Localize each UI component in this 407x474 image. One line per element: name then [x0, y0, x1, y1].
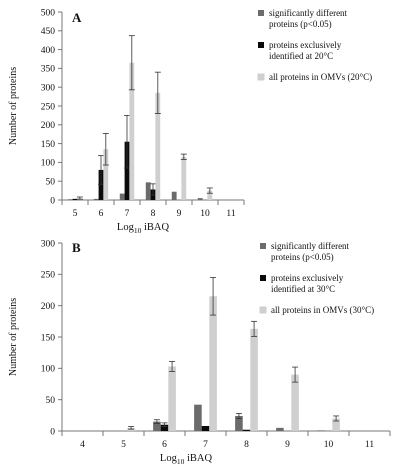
- chart-panel-b: 0 50 100 150 200 250 300 4 5 6 7 8 9 10 11 B Number of p…: [8, 239, 391, 466]
- y-tick-label: 250: [41, 102, 56, 112]
- y-tick-label: 50: [46, 178, 56, 188]
- bar-1: [93, 198, 99, 200]
- legend-label: all proteins in OMVs (30°C): [271, 305, 374, 315]
- x-tick-label: 4: [80, 440, 85, 450]
- legend-label: proteins (p<0.05): [271, 252, 334, 262]
- bar-2: [98, 169, 104, 200]
- y-tick-label: 500: [41, 8, 56, 18]
- legend-swatch: [257, 73, 265, 81]
- x-tick-label: 11: [365, 440, 374, 450]
- bar-3: [129, 62, 135, 201]
- bar-1: [197, 198, 203, 200]
- x-tick-label: 10: [200, 209, 210, 219]
- bar-1: [153, 421, 161, 431]
- x-tick-label: 8: [151, 209, 156, 219]
- bar-2: [72, 198, 78, 200]
- chart-panel-a: 0 50 100 150 200 250 300 350 400 450 500 5 6 7 8 9 10 11 A…: [8, 8, 372, 235]
- bar-1: [171, 191, 177, 200]
- bar-1: [317, 430, 325, 431]
- x-tick-label: 7: [203, 440, 208, 450]
- bar-3: [181, 156, 187, 200]
- bar-1: [276, 427, 284, 431]
- x-tick-label: 10: [324, 440, 334, 450]
- bar-3: [207, 190, 213, 200]
- bar-2: [160, 424, 169, 431]
- y-tick-label: 200: [41, 121, 56, 131]
- y-tick-label: 0: [50, 196, 55, 206]
- y-tick-label: 200: [41, 302, 56, 312]
- x-tick-label: 6: [99, 209, 104, 219]
- y-tick-label: 0: [50, 427, 55, 437]
- legend-swatch: [260, 243, 266, 249]
- x-tick-label: 9: [285, 440, 290, 450]
- y-tick-label: 100: [41, 159, 56, 169]
- bar-2: [242, 429, 251, 431]
- bar-3: [168, 366, 176, 431]
- legend-label: proteins exclusively: [269, 40, 342, 50]
- legend-label: all proteins in OMVs (20°C): [269, 72, 372, 82]
- x-tick-label: 6: [162, 440, 167, 450]
- y-tick-label: 250: [41, 271, 56, 281]
- bar-1: [119, 193, 125, 200]
- bar-3: [291, 374, 299, 431]
- panel-label: B: [72, 240, 81, 255]
- bar-2: [201, 425, 210, 431]
- bar-3: [332, 418, 340, 431]
- x-tick-label: 9: [177, 209, 182, 219]
- y-axis-title: Number of proteins: [8, 67, 19, 145]
- bar-2: [124, 141, 130, 200]
- x-tick-label: 5: [121, 440, 126, 450]
- y-tick-label: 350: [41, 65, 56, 75]
- legend-label: proteins exclusively: [271, 273, 344, 283]
- bar-3: [250, 328, 258, 431]
- y-tick-label: 150: [41, 140, 56, 150]
- legend-label: significantly different: [271, 241, 350, 251]
- legend-label: significantly different: [269, 8, 348, 18]
- x-axis-title: Log10 iBAQ: [160, 453, 213, 466]
- y-tick-label: 450: [41, 27, 56, 37]
- legend-label: identified at 20°C: [269, 51, 333, 61]
- y-tick-label: 400: [41, 46, 56, 56]
- y-tick-label: 100: [41, 365, 56, 375]
- bar-3: [103, 149, 109, 200]
- legend-label: identified at 30°C: [271, 284, 335, 294]
- legend-swatch: [258, 10, 264, 16]
- bar-1: [145, 182, 151, 200]
- x-axis-title: Log10 iBAQ: [117, 222, 170, 235]
- bar-3: [209, 296, 217, 431]
- bar-1: [194, 404, 202, 431]
- legend-swatch: [260, 275, 266, 281]
- legend-swatch: [259, 306, 267, 314]
- bar-1: [67, 199, 73, 200]
- y-tick-label: 300: [41, 84, 56, 94]
- panel-label: A: [72, 10, 82, 25]
- legend-label: proteins (p<0.05): [269, 19, 332, 29]
- bar-3: [155, 92, 161, 200]
- y-axis-title: Number of proteins: [8, 298, 19, 376]
- y-tick-label: 50: [46, 396, 56, 406]
- y-tick-label: 150: [41, 333, 56, 343]
- x-tick-label: 8: [244, 440, 249, 450]
- x-tick-label: 7: [125, 209, 130, 219]
- x-tick-label: 5: [73, 209, 78, 219]
- legend-swatch: [258, 42, 264, 48]
- bar-1: [235, 415, 243, 431]
- y-tick-label: 300: [41, 239, 56, 249]
- x-tick-label: 11: [226, 209, 235, 219]
